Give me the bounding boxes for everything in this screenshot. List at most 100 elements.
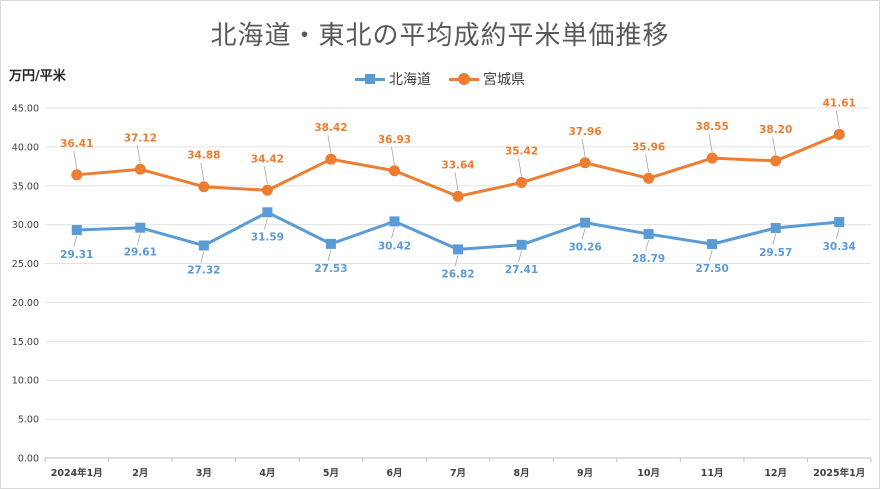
- data-label-leader: [708, 134, 713, 153]
- legend-label-miyagi: 宮城県: [483, 72, 525, 88]
- data-point-square: [834, 217, 845, 228]
- data-label-leader: [391, 227, 395, 239]
- legend-item-miyagi: 宮城県: [449, 69, 525, 89]
- data-point-square: [770, 223, 781, 234]
- data-label-leader: [645, 154, 650, 173]
- x-tick-label: 2024年1月: [51, 467, 103, 479]
- series-line-hokkaido: [76, 210, 840, 251]
- data-label-leader: [835, 227, 840, 240]
- y-axis-unit-label: 万円/平米: [9, 69, 66, 84]
- data-label: 26.82: [441, 268, 474, 280]
- data-label: 27.32: [187, 265, 220, 277]
- data-point-square: [580, 217, 591, 228]
- data-point-circle: [388, 165, 400, 177]
- data-label-leader: [327, 249, 332, 261]
- x-tick-label: 7月: [450, 468, 466, 479]
- data-point-square: [71, 225, 82, 236]
- data-label: 41.61: [823, 97, 856, 109]
- data-point-square: [643, 229, 654, 240]
- data-point-square: [325, 238, 336, 249]
- data-point-circle: [643, 172, 655, 184]
- data-label-leader: [835, 110, 840, 129]
- data-label: 34.88: [187, 150, 220, 162]
- y-tick-label: 30.00: [12, 220, 39, 231]
- data-label: 38.42: [314, 122, 347, 134]
- data-label-leader: [645, 239, 650, 252]
- data-label: 29.57: [759, 247, 792, 259]
- y-tick-label: 35.00: [12, 181, 39, 192]
- data-label: 30.42: [378, 240, 411, 252]
- x-tick-label: 2月: [132, 468, 148, 479]
- data-label-leader: [200, 162, 205, 181]
- data-label: 35.42: [505, 146, 538, 158]
- data-point-circle: [261, 184, 273, 196]
- data-point-circle: [71, 169, 83, 181]
- data-label-leader: [772, 136, 777, 155]
- data-point-circle: [516, 177, 528, 189]
- data-label-leader: [200, 251, 205, 263]
- data-point-square: [135, 222, 146, 233]
- data-label-leader: [136, 233, 141, 245]
- data-label: 30.34: [823, 241, 856, 253]
- data-label: 37.96: [568, 126, 601, 138]
- x-tick-label: 11月: [701, 468, 724, 479]
- data-label-leader: [73, 235, 78, 248]
- y-tick-label: 40.00: [12, 142, 39, 153]
- x-tick-label: 2025年1月: [813, 467, 865, 479]
- data-label: 38.20: [759, 124, 792, 136]
- data-label: 30.26: [568, 242, 601, 254]
- x-tick-label: 10月: [637, 468, 660, 479]
- legend-label-hokkaido: 北海道: [389, 72, 431, 88]
- data-label-leader: [263, 218, 268, 230]
- legend-circle-marker-icon: [449, 72, 479, 86]
- x-tick-label: 5月: [323, 468, 339, 479]
- data-label-leader: [263, 166, 268, 185]
- data-point-circle: [198, 181, 210, 193]
- data-label-leader: [454, 255, 459, 267]
- data-point-square: [389, 216, 400, 227]
- x-tick-label: 4月: [259, 468, 275, 479]
- data-point-circle: [325, 153, 337, 165]
- x-tick-label: 8月: [513, 468, 529, 479]
- data-label: 35.96: [632, 141, 665, 153]
- data-label: 38.55: [696, 121, 729, 133]
- x-tick-label: 9月: [577, 468, 593, 479]
- data-label-leader: [327, 135, 332, 154]
- data-label: 27.50: [696, 263, 729, 275]
- data-label-leader: [454, 172, 459, 191]
- data-point-square: [262, 207, 273, 218]
- data-label: 37.12: [124, 132, 157, 144]
- y-tick-label: 5.00: [18, 415, 39, 426]
- data-point-circle: [770, 155, 782, 167]
- data-label: 29.31: [60, 249, 93, 261]
- data-label: 27.53: [314, 263, 347, 275]
- data-label-leader: [518, 158, 522, 177]
- data-label-leader: [708, 250, 713, 262]
- y-tick-label: 0.00: [18, 454, 39, 465]
- data-label-leader: [391, 146, 395, 165]
- data-label-leader: [581, 228, 586, 240]
- data-label: 36.93: [378, 134, 411, 146]
- x-tick-label: 6月: [386, 468, 402, 479]
- data-label-leader: [581, 138, 586, 157]
- data-label: 34.42: [251, 153, 284, 165]
- legend-item-hokkaido: 北海道: [355, 69, 431, 89]
- data-point-circle: [706, 152, 718, 164]
- x-tick-label: 12月: [764, 468, 787, 479]
- y-tick-label: 45.00: [12, 104, 39, 115]
- legend: 北海道 宮城県: [1, 69, 879, 89]
- data-label: 29.61: [124, 247, 157, 259]
- data-point-square: [453, 244, 463, 255]
- data-label-leader: [73, 150, 78, 169]
- legend-square-marker-icon: [355, 72, 385, 86]
- data-label: 36.41: [60, 138, 93, 150]
- data-point-square: [198, 240, 209, 251]
- data-point-circle: [134, 163, 146, 175]
- y-tick-label: 10.00: [12, 376, 39, 387]
- data-label-leader: [136, 145, 141, 164]
- data-label: 27.41: [505, 264, 538, 276]
- data-label-leader: [772, 233, 777, 246]
- y-tick-label: 20.00: [12, 298, 39, 309]
